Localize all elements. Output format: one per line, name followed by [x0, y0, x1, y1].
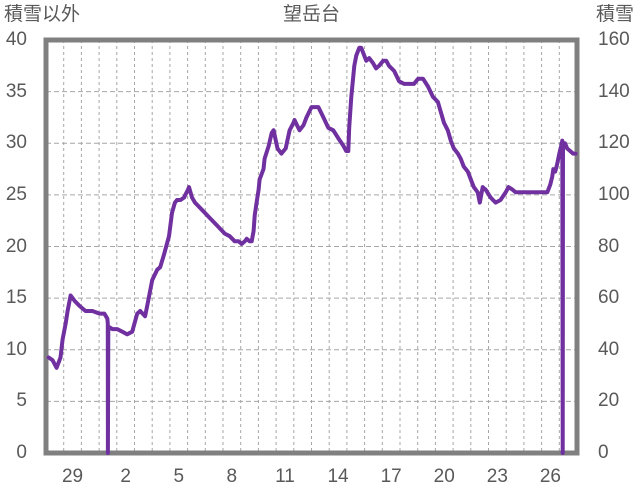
plot-border — [43, 37, 580, 456]
x-axis-tick-label: 5 — [173, 466, 185, 487]
y-right-tick-label: 60 — [598, 287, 620, 309]
y-left-tick-label: 10 — [5, 338, 27, 360]
left-axis-title: 積雪以外 — [4, 4, 81, 25]
y-left-tick-label: 20 — [5, 235, 27, 257]
y-left-tick-label: 30 — [5, 132, 27, 154]
y-right-tick-label: 100 — [598, 183, 630, 205]
y-left-tick-label: 15 — [5, 287, 27, 309]
y-right-tick-label: 40 — [598, 338, 620, 360]
y-right-tick-label: 20 — [598, 390, 620, 412]
x-axis-tick-label: 23 — [486, 466, 508, 487]
x-axis-tick-label: 26 — [539, 466, 561, 487]
y-right-tick-label: 160 — [598, 29, 630, 50]
y-left-tick-label: 35 — [5, 80, 27, 102]
y-right-tick-label: 80 — [598, 235, 620, 257]
chart-title: 望岳台 — [282, 4, 340, 25]
y-right-tick-label: 120 — [598, 132, 630, 154]
x-axis-tick-label: 2 — [120, 466, 131, 487]
x-axis-tick-label: 8 — [226, 466, 238, 487]
x-axis-tick-label: 14 — [327, 466, 349, 487]
right-axis-title: 積雪 — [595, 4, 634, 25]
y-left-tick-label: 0 — [16, 442, 27, 463]
x-axis-tick-label: 17 — [380, 466, 402, 487]
y-left-tick-label: 40 — [5, 29, 27, 50]
x-axis-tick-label: 20 — [433, 466, 455, 487]
x-axis-tick-label: 11 — [275, 466, 295, 487]
snow-depth-line — [46, 45, 578, 455]
y-left-tick-label: 25 — [5, 183, 27, 205]
x-axis-tick-label: 29 — [61, 466, 84, 487]
y-left-tick-label: 5 — [16, 390, 27, 412]
y-right-tick-label: 0 — [598, 442, 609, 463]
chart-plot-area — [43, 37, 580, 456]
y-right-tick-label: 140 — [598, 80, 630, 102]
